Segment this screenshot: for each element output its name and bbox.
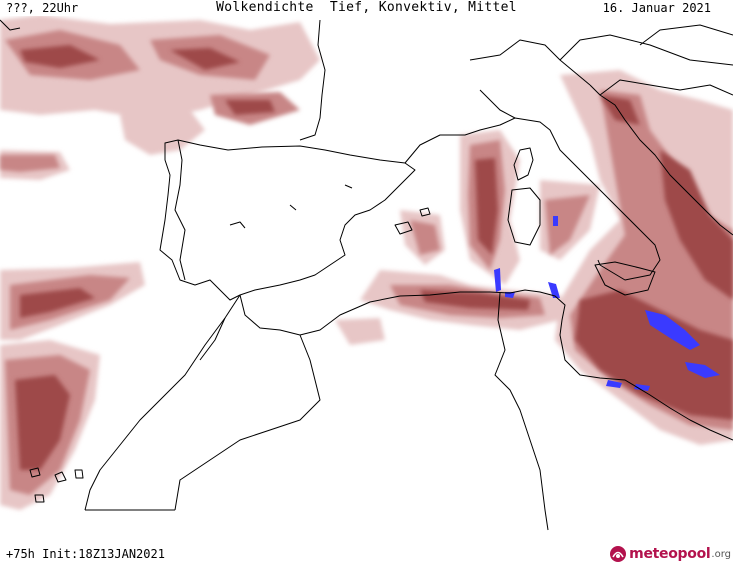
map-title: Wolkendichte Tief, Konvektiv, Mittel xyxy=(216,0,517,15)
convective-cells xyxy=(494,216,720,391)
model-run-info: +75h Init:18Z13JAN2021 xyxy=(6,547,165,561)
coastlines xyxy=(0,19,733,531)
valid-time-label: ???, 22Uhr xyxy=(6,1,79,15)
logo-name: meteopool xyxy=(629,546,711,562)
meteopool-logo[interactable]: meteopool .org xyxy=(609,544,731,564)
date-label: 16. Januar 2021 xyxy=(602,1,711,15)
cloud-field-dark xyxy=(15,45,733,470)
cloud-density-map xyxy=(0,16,733,531)
logo-tld: .org xyxy=(711,548,731,560)
meteopool-logo-icon xyxy=(610,546,627,562)
